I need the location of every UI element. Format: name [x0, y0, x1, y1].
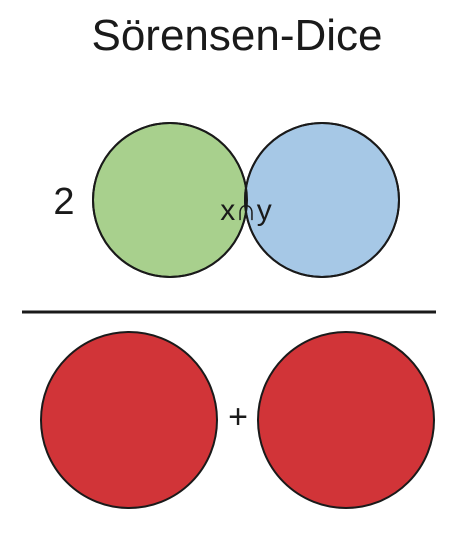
venn-diagram: x∩y — [92, 122, 400, 278]
denominator-set-y-circle — [257, 331, 435, 509]
diagram-title: Sörensen-Dice — [91, 11, 382, 60]
denominator: + — [40, 331, 435, 509]
denominator-set-x-circle — [40, 331, 218, 509]
numerator-coefficient: 2 — [53, 181, 74, 223]
plus-operator: + — [228, 398, 248, 436]
intersection-label: x∩y — [220, 194, 272, 227]
set-y-outline — [244, 122, 400, 278]
set-x-outline — [92, 122, 248, 278]
